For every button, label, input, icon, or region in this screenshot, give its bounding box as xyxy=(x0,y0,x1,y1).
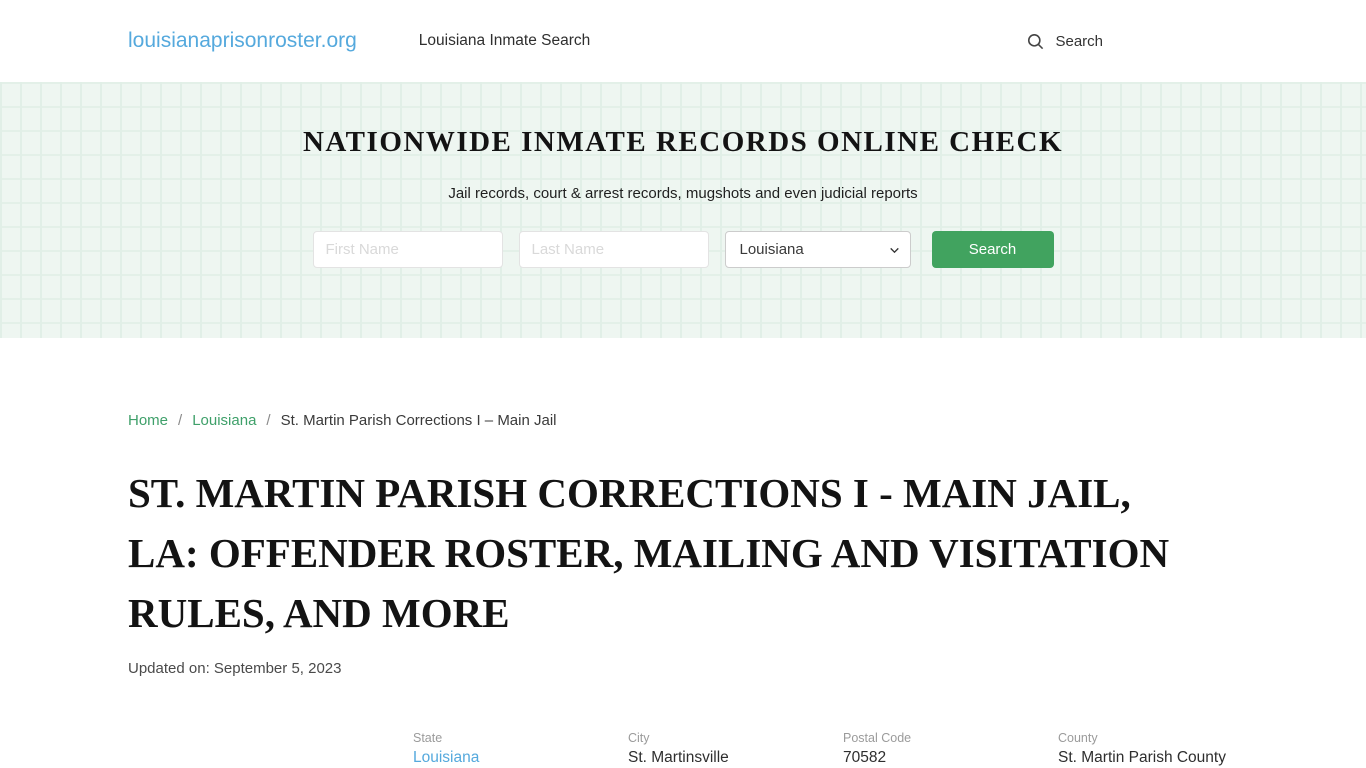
info-label: City xyxy=(628,731,650,745)
info-label: County xyxy=(1058,731,1098,745)
search-button[interactable]: Search xyxy=(931,231,1054,268)
first-name-input[interactable] xyxy=(312,231,503,268)
facility-info-grid: State Louisiana City St. Martinsville Po… xyxy=(413,731,1238,767)
inmate-search-form: Louisiana Search xyxy=(0,231,1366,268)
breadcrumb-home[interactable]: Home xyxy=(128,412,169,429)
info-field-state: State Louisiana xyxy=(413,731,628,767)
breadcrumb-current: St. Martin Parish Corrections I – Main J… xyxy=(280,412,557,429)
breadcrumb: Home / Louisiana / St. Martin Parish Cor… xyxy=(128,412,1238,429)
breadcrumb-separator: / xyxy=(178,412,183,429)
info-label: State xyxy=(413,731,443,745)
breadcrumb-louisiana[interactable]: Louisiana xyxy=(192,412,257,429)
search-icon xyxy=(1026,32,1045,51)
hero-banner: NATIONWIDE INMATE RECORDS ONLINE CHECK J… xyxy=(0,82,1366,338)
hero-title: NATIONWIDE INMATE RECORDS ONLINE CHECK xyxy=(302,126,1064,158)
info-label: Postal Code xyxy=(843,731,912,745)
header-search-label: Search xyxy=(1055,32,1103,50)
main-content: Home / Louisiana / St. Martin Parish Cor… xyxy=(0,338,1366,767)
info-field-city: City St. Martinsville xyxy=(628,731,843,767)
state-select-wrap: Louisiana xyxy=(724,231,911,268)
updated-date: Updated on: September 5, 2023 xyxy=(128,660,342,677)
info-value: 70582 xyxy=(843,749,887,766)
hero-subtitle: Jail records, court & arrest records, mu… xyxy=(448,185,918,202)
site-logo[interactable]: louisianaprisonroster.org xyxy=(128,29,357,52)
header-search-button[interactable]: Search xyxy=(1026,32,1103,51)
page-title: ST. MARTIN PARISH CORRECTIONS I - MAIN J… xyxy=(128,470,1170,636)
state-link[interactable]: Louisiana xyxy=(413,749,480,766)
info-value: St. Martin Parish County xyxy=(1058,749,1226,766)
state-select[interactable]: Louisiana xyxy=(724,231,911,268)
nav-link-inmate-search[interactable]: Louisiana Inmate Search xyxy=(418,32,591,49)
info-value: St. Martinsville xyxy=(628,749,729,766)
info-field-county: County St. Martin Parish County xyxy=(1058,731,1273,767)
site-header: louisianaprisonroster.org Louisiana Inma… xyxy=(0,0,1366,82)
last-name-input[interactable] xyxy=(518,231,709,268)
breadcrumb-separator: / xyxy=(266,412,271,429)
info-field-postal-code: Postal Code 70582 xyxy=(843,731,1058,767)
